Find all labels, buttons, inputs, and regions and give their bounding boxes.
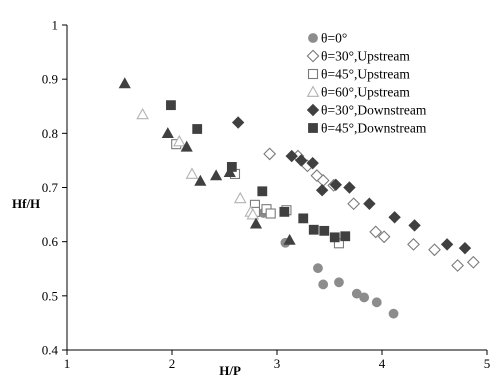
data-point-square: [340, 231, 351, 242]
legend-marker: [306, 103, 320, 117]
x-tick-label: 4: [379, 356, 386, 371]
x-tick-label: 1: [64, 356, 71, 371]
legend-label: θ=0°: [321, 31, 347, 46]
data-point-diamond: [294, 154, 308, 167]
data-point-triangle: [233, 191, 247, 204]
data-point-diamond: [306, 156, 319, 170]
data-point-diamond: [329, 178, 342, 191]
data-point-diamond: [428, 243, 441, 257]
legend-label: θ=45°,Downstream: [321, 121, 427, 136]
y-tick-label: 0.4: [42, 343, 59, 358]
y-tick-label: 0.9: [42, 72, 58, 87]
data-point-diamond: [231, 116, 245, 129]
data-point-triangle: [246, 208, 260, 220]
data-point-triangle: [194, 174, 207, 186]
data-point-diamond: [466, 255, 480, 269]
x-tick-label: 2: [169, 356, 176, 371]
data-point-diamond: [408, 219, 421, 232]
data-point-triangle: [161, 127, 174, 139]
legend-label: θ=30°,Upstream: [321, 49, 410, 64]
data-point-diamond: [440, 238, 454, 251]
data-point-diamond: [458, 241, 472, 255]
data-point-diamond: [263, 147, 277, 161]
data-point-circle: [359, 292, 370, 303]
data-point-triangle: [210, 169, 223, 181]
data-point-square: [279, 206, 290, 217]
data-point-square: [257, 186, 268, 197]
data-point-diamond: [407, 237, 420, 251]
data-points: [118, 77, 480, 319]
legend-marker: [308, 123, 318, 133]
data-point-square: [308, 224, 319, 235]
data-point-circle: [388, 308, 399, 319]
data-point-diamond: [315, 184, 329, 197]
data-point-triangle: [136, 107, 149, 120]
data-point-triangle: [180, 140, 193, 152]
data-point-triangle: [185, 167, 199, 179]
data-point-diamond: [363, 197, 376, 210]
data-point-circle: [318, 279, 329, 290]
data-point-circle: [334, 277, 344, 288]
data-point-diamond: [285, 149, 298, 163]
y-tick-label: 0.8: [42, 126, 58, 141]
legend-marker: [306, 49, 320, 63]
data-point-diamond: [347, 197, 361, 211]
legend-label: θ=30°,Downstream: [321, 103, 427, 118]
y-tick-label: 1: [52, 18, 59, 33]
tick-labels: 0.4 0.5 0.6 0.7 0.8 0.9 1 1 2 3 4 5: [42, 18, 491, 372]
data-point-triangle: [118, 77, 131, 89]
data-point-diamond: [343, 181, 356, 194]
data-point-diamond: [388, 211, 401, 224]
legend-marker: [308, 33, 318, 43]
legend-label: θ=60°,Upstream: [321, 85, 410, 100]
y-tick-label: 0.7: [42, 180, 59, 195]
data-point-square: [319, 225, 330, 236]
data-point-square: [298, 213, 309, 224]
data-point-diamond: [377, 230, 391, 244]
y-tick-label: 0.6: [42, 234, 59, 249]
data-point-square: [166, 100, 176, 111]
x-tick-label: 3: [274, 356, 281, 371]
legend: θ=0° θ=30°,Upstream θ=45°,Upstream θ=60°,Up…: [306, 31, 427, 136]
x-tick-label: 5: [484, 356, 491, 371]
axes: [62, 24, 488, 355]
data-point-square: [265, 208, 276, 219]
data-point-triangle: [223, 166, 236, 178]
data-point-triangle: [173, 134, 186, 147]
data-point-circle: [371, 297, 382, 308]
data-point-square: [329, 232, 340, 243]
legend-label: θ=45°,Upstream: [321, 67, 410, 82]
data-point-triangle: [249, 217, 263, 229]
y-tick-label: 0.5: [42, 288, 58, 303]
x-axis-label: H/P: [219, 363, 241, 378]
data-point-triangle: [283, 233, 296, 245]
y-axis-label: Hf/H: [12, 196, 40, 211]
data-point-diamond: [369, 225, 383, 239]
legend-marker: [306, 85, 320, 97]
data-point-circle: [313, 263, 323, 274]
data-point-square: [192, 124, 203, 134]
legend-marker: [307, 68, 319, 80]
data-point-diamond: [451, 259, 465, 272]
